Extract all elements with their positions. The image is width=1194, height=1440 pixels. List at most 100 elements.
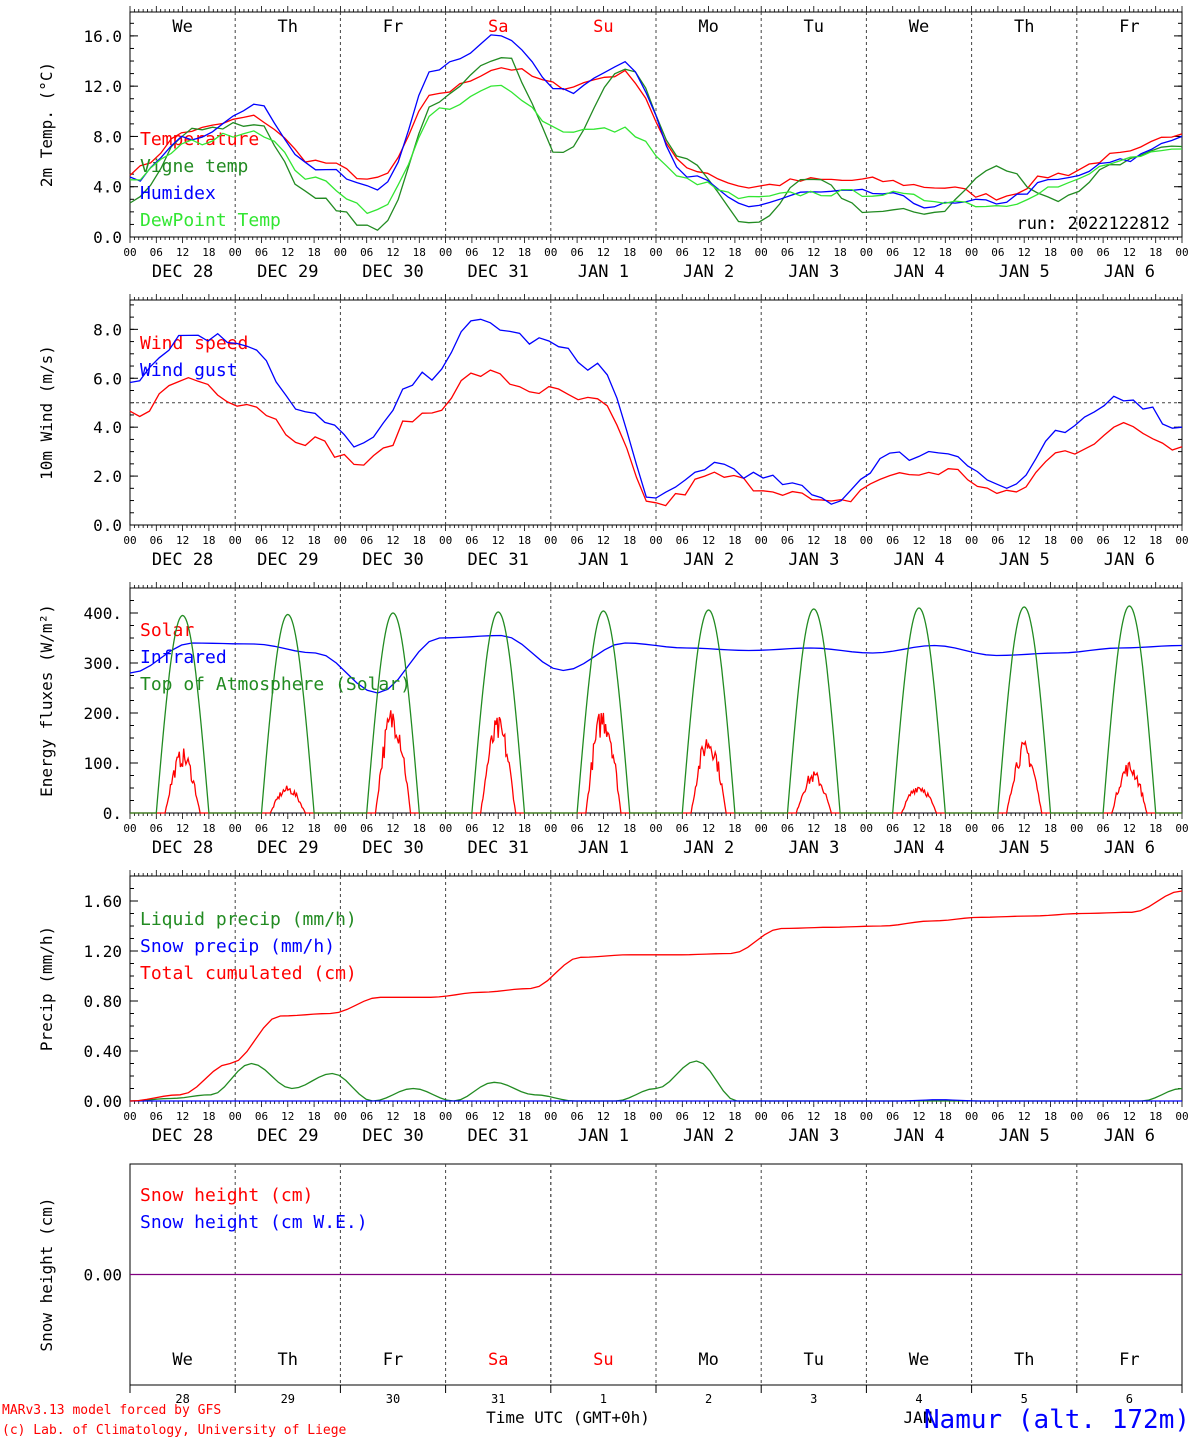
hour-tick-label: 12 [281, 822, 294, 835]
hour-tick-label: 00 [1070, 1110, 1083, 1123]
hour-tick-label: 18 [623, 822, 636, 835]
hour-tick-label: 18 [1044, 1110, 1057, 1123]
date-label: DEC 28 [152, 262, 213, 282]
hour-tick-label: 06 [1096, 822, 1109, 835]
hour-tick-label: 06 [886, 534, 899, 547]
hour-tick-label: 00 [755, 1110, 768, 1123]
hour-tick-label: 06 [991, 822, 1004, 835]
hour-tick-label: 06 [360, 1110, 373, 1123]
date-label: DEC 28 [152, 838, 213, 858]
hour-tick-label: 06 [1096, 1110, 1109, 1123]
hour-tick-label: 06 [255, 534, 268, 547]
hour-tick-label: 00 [1070, 534, 1083, 547]
hour-tick-label: 00 [860, 534, 873, 547]
hour-tick-label: 12 [386, 534, 399, 547]
date-label: JAN 4 [893, 1126, 944, 1146]
hour-tick-label: 12 [912, 822, 925, 835]
hour-tick-label: 18 [1149, 822, 1162, 835]
hour-tick-label: 06 [465, 246, 478, 259]
hour-tick-label: 00 [755, 534, 768, 547]
hour-tick-label: 12 [176, 246, 189, 259]
hour-tick-label: 06 [255, 246, 268, 259]
weekday-label: We [172, 17, 192, 37]
hour-tick-label: 18 [202, 246, 215, 259]
run-annotation: run: 2022122812 [1016, 214, 1170, 234]
y-tick-label: 12.0 [83, 77, 122, 96]
hour-tick-label: 06 [150, 246, 163, 259]
hour-tick-label: 00 [755, 822, 768, 835]
legend-solar: Solar [140, 620, 194, 641]
hour-tick-label: 18 [833, 1110, 846, 1123]
hour-tick-label: 12 [912, 1110, 925, 1123]
date-label: JAN 3 [788, 1126, 839, 1146]
hour-tick-label: 00 [544, 534, 557, 547]
y-tick-label: 200. [83, 704, 122, 723]
y-axis-label: Energy fluxes (W/m²) [37, 604, 56, 797]
date-label: JAN 6 [1104, 838, 1155, 858]
date-label: JAN 4 [893, 550, 944, 570]
hour-tick-label: 18 [413, 534, 426, 547]
hour-tick-label: 06 [465, 1110, 478, 1123]
hour-tick-label: 06 [360, 534, 373, 547]
day-number-label: 1 [600, 1392, 607, 1406]
series-line-humidex [129, 34, 1183, 209]
panel-2: 00 06 12 18 DEC 28 00 06 12 18 DEC 29 00 06 12 18 DEC … [37, 294, 1189, 570]
hour-tick-label: 06 [1096, 246, 1109, 259]
hour-tick-label: 00 [649, 534, 662, 547]
y-tick-label: 16.0 [83, 27, 122, 46]
hour-tick-label: 18 [623, 1110, 636, 1123]
hour-tick-label: 18 [307, 534, 320, 547]
hour-tick-label: 00 [965, 1110, 978, 1123]
hour-tick-label: 00 [1070, 246, 1083, 259]
date-label: JAN 6 [1104, 1126, 1155, 1146]
date-label: DEC 31 [467, 262, 528, 282]
hour-tick-label: 06 [991, 246, 1004, 259]
legend-snow-height-cm-w-e-: Snow height (cm W.E.) [140, 1212, 368, 1233]
hour-tick-label: 18 [518, 822, 531, 835]
weekday-label: Th [1014, 17, 1034, 37]
weekday-label: Sa [488, 1350, 508, 1370]
panel-1: 00 06 12 18 DEC 28 00 06 12 18 DEC 29 00 06 12 18 DEC … [37, 6, 1189, 282]
hour-tick-label: 06 [991, 534, 1004, 547]
y-tick-label: 0.40 [83, 1042, 122, 1061]
date-label: DEC 29 [257, 1126, 318, 1146]
legend-top-of-atmosphere-solar-: Top of Atmosphere (Solar) [140, 674, 411, 695]
day-number-label: 6 [1126, 1392, 1133, 1406]
legend-infrared: Infrared [140, 647, 227, 668]
hour-tick-label: 12 [597, 534, 610, 547]
day-number-label: 3 [810, 1392, 817, 1406]
y-tick-label: 8.0 [93, 320, 122, 339]
hour-tick-label: 12 [597, 822, 610, 835]
hour-tick-label: 18 [202, 822, 215, 835]
y-axis-label: 10m Wind (m/s) [37, 345, 56, 480]
hour-tick-label: 06 [676, 1110, 689, 1123]
y-tick-label: 300. [83, 654, 122, 673]
y-tick-label: 400. [83, 604, 122, 623]
hour-tick-label: 12 [807, 1110, 820, 1123]
hour-tick-label: 12 [1123, 534, 1136, 547]
date-label: DEC 29 [257, 550, 318, 570]
hour-tick-label: 00 [1175, 1110, 1188, 1123]
y-tick-label: 6.0 [93, 369, 122, 388]
hour-tick-label: 06 [150, 822, 163, 835]
hour-tick-label: 12 [1018, 246, 1031, 259]
legend-dewpoint-temp: DewPoint Temp [140, 210, 281, 231]
hour-tick-label: 00 [334, 534, 347, 547]
date-label: JAN 2 [683, 1126, 734, 1146]
hour-tick-label: 18 [1149, 246, 1162, 259]
hour-tick-label: 18 [728, 1110, 741, 1123]
y-tick-label: 1.60 [83, 892, 122, 911]
hour-tick-label: 18 [833, 246, 846, 259]
date-label: JAN 5 [999, 1126, 1050, 1146]
hour-tick-label: 00 [544, 246, 557, 259]
day-number-label: 30 [386, 1392, 400, 1406]
panel-3: 00 06 12 18 DEC 28 00 06 12 18 DEC 29 00 06 12 18 DEC … [37, 582, 1189, 858]
hour-tick-label: 18 [939, 246, 952, 259]
y-axis-label: Precip (mm/h) [37, 926, 56, 1051]
plot-frame [129, 11, 1183, 238]
date-label: JAN 5 [999, 262, 1050, 282]
hour-tick-label: 12 [492, 534, 505, 547]
hour-tick-label: 18 [202, 1110, 215, 1123]
hour-tick-label: 00 [1175, 822, 1188, 835]
